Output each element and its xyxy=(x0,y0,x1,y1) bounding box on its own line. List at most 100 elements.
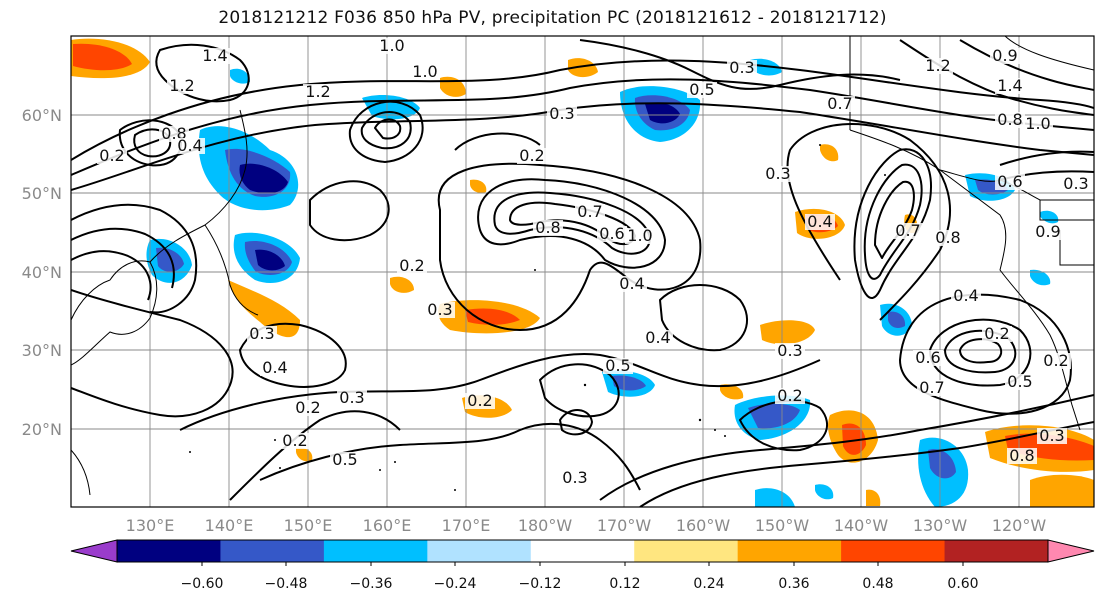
contour-label: 0.2 xyxy=(467,391,492,410)
contour-label-halo xyxy=(995,112,1025,128)
longitude-label: 170°W xyxy=(597,516,652,535)
longitude-label: 160°E xyxy=(363,516,412,535)
longitude-label: 180°W xyxy=(518,516,573,535)
contour-label: 1.4 xyxy=(997,76,1022,95)
contour-label: 1.0 xyxy=(412,62,437,81)
map-title: 2018121212 F036 850 hPa PV, precipitatio… xyxy=(218,8,887,28)
coastlines xyxy=(71,36,1094,496)
contour-label-halo xyxy=(1023,116,1053,132)
contour-label-halo xyxy=(410,64,440,80)
contour-label: 0.3 xyxy=(562,468,587,487)
precip-negative-patch xyxy=(255,249,285,271)
colorbar-tick-label: −0.48 xyxy=(265,576,308,592)
contour-label-halo xyxy=(923,58,953,74)
contour-label: 0.5 xyxy=(605,356,630,375)
contour-label: 0.3 xyxy=(1063,174,1088,193)
contour-label: 0.5 xyxy=(1007,372,1032,391)
precip-negative-patch xyxy=(612,375,646,391)
contour-label: 0.8 xyxy=(997,110,1022,129)
contour-label-halo xyxy=(933,230,963,246)
longitude-label: 150°E xyxy=(284,516,333,535)
contour-label: 1.0 xyxy=(1025,114,1050,133)
colorbar-tick-label: −0.60 xyxy=(181,576,224,592)
contour-label: 0.7 xyxy=(827,94,852,113)
precip-negative-patch xyxy=(1030,269,1051,286)
contour-label: 0.6 xyxy=(599,224,624,243)
contour-label-halo xyxy=(917,380,947,396)
colorbar-tick-label: 0.12 xyxy=(609,576,640,592)
contour-label-halo xyxy=(280,433,310,449)
contour-label-halo xyxy=(97,148,127,164)
colorbar-bin xyxy=(530,540,635,562)
contour-label-halo xyxy=(247,326,277,342)
colorbar-tick-label: 0.36 xyxy=(778,576,809,592)
colorbar-tick-label: 0.60 xyxy=(947,576,978,592)
contour-label-halo xyxy=(995,174,1025,190)
contour-label: 0.7 xyxy=(919,378,944,397)
longitude-axis: 130°E 140°E 150°E 160°E 170°E 180°W 170°W 160°W… xyxy=(126,516,1047,535)
colorbar-bin xyxy=(323,540,428,562)
contour-label-halo xyxy=(167,78,197,94)
colorbar-bin xyxy=(634,540,739,562)
contour-label: 0.2 xyxy=(984,324,1009,343)
contour-label: 0.2 xyxy=(519,146,544,165)
precip-negative-patch xyxy=(928,449,956,479)
latitude-label: 30°N xyxy=(22,341,62,360)
contour-label-halo xyxy=(397,258,427,274)
longitude-label: 130°W xyxy=(913,516,968,535)
contour-label: 0.3 xyxy=(1039,426,1064,445)
contour-label: 0.4 xyxy=(953,286,978,305)
latitude-axis: 60°N 50°N 40°N 30°N 20°N xyxy=(22,106,62,439)
colorbar-bin xyxy=(117,540,221,562)
precip-negative-patch xyxy=(156,247,184,272)
contour-label: 0.2 xyxy=(295,398,320,417)
map-frame xyxy=(70,35,1095,508)
contour-label-halo xyxy=(517,148,547,164)
longitude-label: 150°W xyxy=(755,516,810,535)
contour-label-halo xyxy=(260,360,290,376)
colorbar-tick-label: −0.36 xyxy=(350,576,393,592)
contour-label-halo xyxy=(951,288,981,304)
contour-label-halo xyxy=(775,343,805,359)
contour-label: 0.9 xyxy=(992,46,1017,65)
contour-label-halo xyxy=(1061,176,1091,192)
contour-label: 1.4 xyxy=(202,46,227,65)
contour-label-halo xyxy=(425,302,455,318)
contour-label: 0.3 xyxy=(339,388,364,407)
contour-label: 1.0 xyxy=(627,226,652,245)
contour-label: 0.2 xyxy=(99,146,124,165)
contour-label: 0.4 xyxy=(807,212,832,231)
contour-label-halo xyxy=(597,226,627,242)
longitude-label: 140°W xyxy=(834,516,889,535)
contour-label: 0.3 xyxy=(765,164,790,183)
latitude-label: 60°N xyxy=(22,106,62,125)
contour-label-halo xyxy=(995,78,1025,94)
contour-label-halo xyxy=(643,330,673,346)
contour-label: 1.2 xyxy=(925,56,950,75)
precip-positive-patch xyxy=(440,76,466,97)
colorbar-bin xyxy=(841,540,946,562)
contour-label: 0.3 xyxy=(249,324,274,343)
contour-label-halo xyxy=(560,470,590,486)
precip-negative-patch xyxy=(755,488,795,507)
contour-label-halo xyxy=(330,452,360,468)
contour-label-halo xyxy=(687,82,717,98)
precipitation-shading xyxy=(71,38,1094,507)
colorbar-tick-label: −0.24 xyxy=(434,576,477,592)
precip-negative-patch xyxy=(815,484,834,500)
contour-label-halo xyxy=(1005,374,1035,390)
precip-positive-patch xyxy=(73,43,132,71)
contour-label: 0.7 xyxy=(577,202,602,221)
contour-label: 1.2 xyxy=(169,76,194,95)
contour-label: 0.2 xyxy=(777,386,802,405)
contour-label-halo xyxy=(575,204,605,220)
precip-positive-patch xyxy=(470,179,487,193)
colorbar-tick-label: 0.24 xyxy=(693,576,724,592)
precip-negative-patch xyxy=(239,163,288,194)
contour-label-halo xyxy=(990,48,1020,64)
contour-label-halo xyxy=(200,48,230,64)
contour-label: 0.3 xyxy=(729,58,754,77)
contour-label: 0.3 xyxy=(549,104,574,123)
contour-label-halo xyxy=(1007,448,1037,464)
